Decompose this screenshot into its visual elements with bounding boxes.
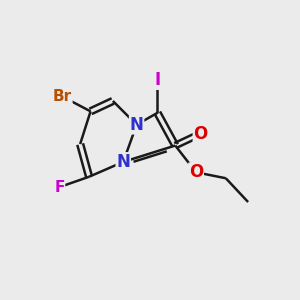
Text: N: N (116, 153, 130, 171)
Text: O: O (194, 125, 208, 143)
Text: O: O (189, 163, 203, 181)
Text: I: I (154, 71, 160, 89)
Text: N: N (130, 116, 144, 134)
Text: Br: Br (53, 89, 72, 104)
Text: F: F (54, 180, 64, 195)
